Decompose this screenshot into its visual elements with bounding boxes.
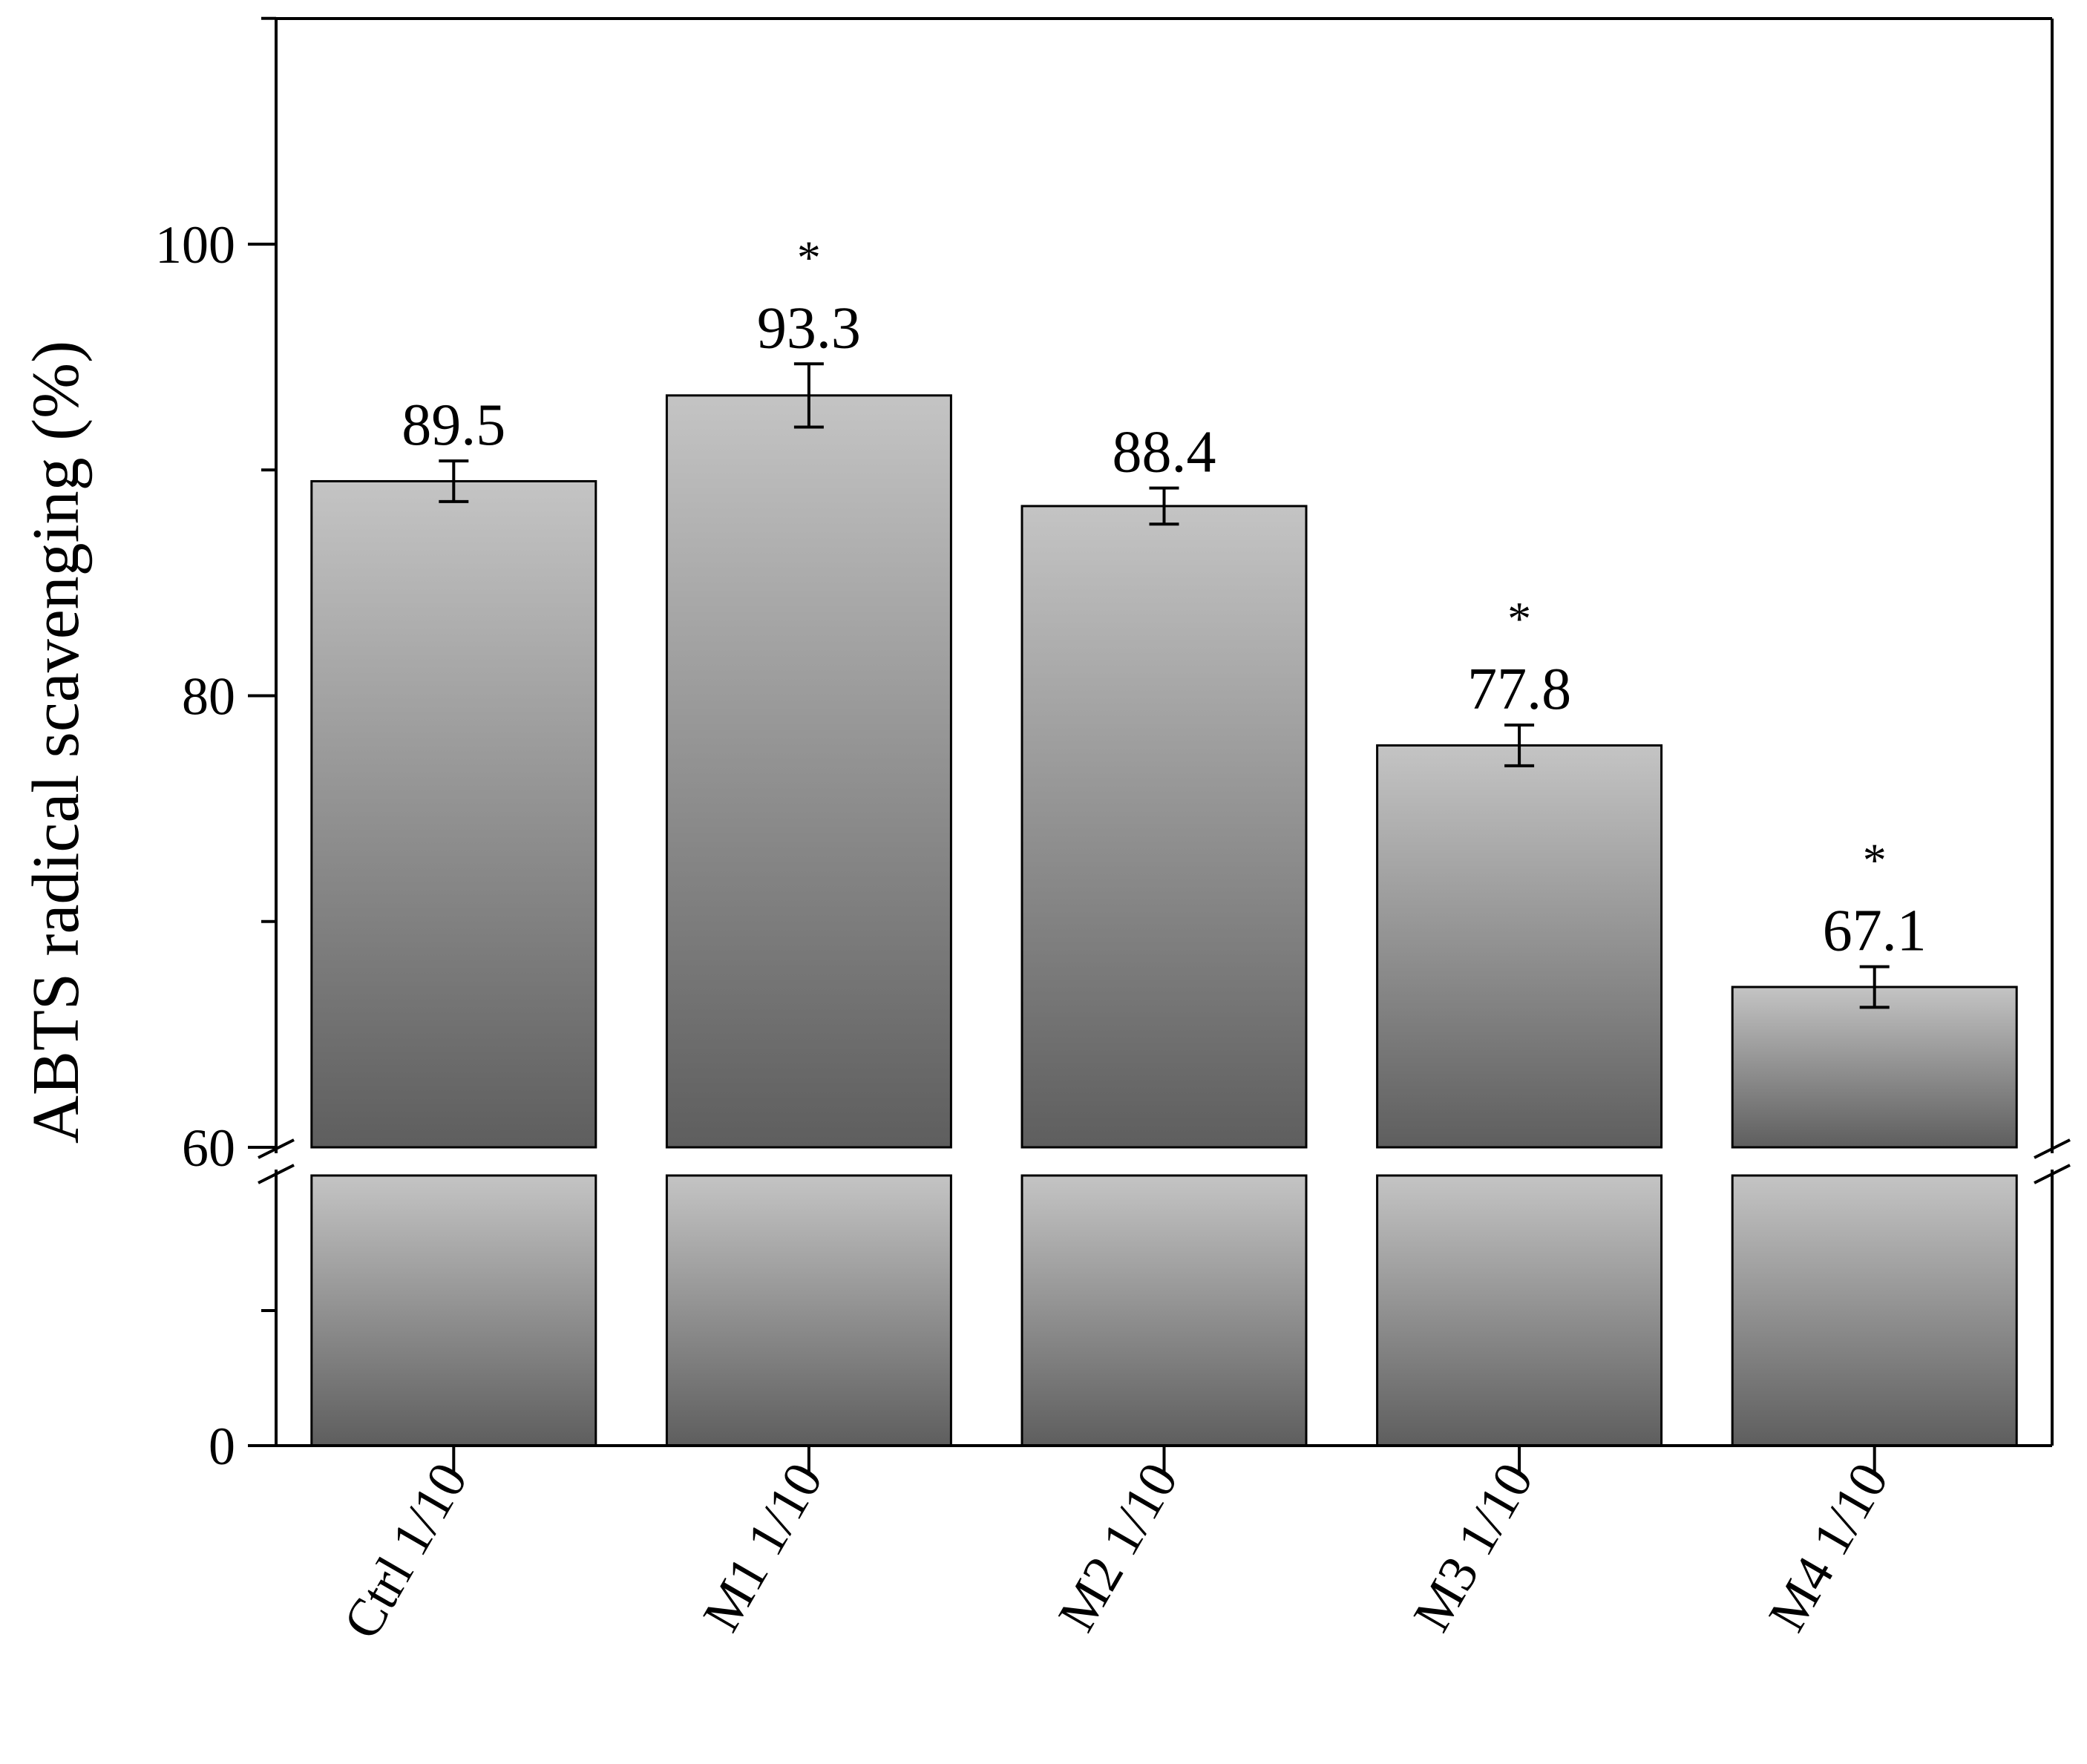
y-tick-label-1: 0 xyxy=(209,1417,235,1476)
plot-frame xyxy=(275,17,2054,1447)
y-tick-label-3: 80 xyxy=(182,667,235,727)
category-label-3: M2 1/10 xyxy=(1046,1453,1189,1641)
bar-upper-1 xyxy=(310,479,597,1149)
significance-marker-4: * xyxy=(1507,592,1531,645)
error-bar-1 xyxy=(439,459,469,503)
value-label-2: 93.3 xyxy=(757,295,861,361)
error-bar-3 xyxy=(1149,486,1179,526)
bar-lower-4 xyxy=(1376,1174,1663,1447)
error-bar-5 xyxy=(1859,965,1890,1009)
y-tick-label-4: 100 xyxy=(155,215,235,275)
category-label-5: M4 1/10 xyxy=(1757,1453,1899,1641)
bar-upper-2 xyxy=(665,394,952,1149)
category-label-4: M3 1/10 xyxy=(1402,1453,1544,1641)
value-label-3: 88.4 xyxy=(1113,420,1216,485)
bar-lower-2 xyxy=(665,1174,952,1447)
value-label-4: 77.8 xyxy=(1467,657,1571,722)
bar-upper-5 xyxy=(1731,986,2018,1149)
bars-layer xyxy=(310,362,2018,1447)
value-label-5: 67.1 xyxy=(1823,899,1927,964)
error-bar-4 xyxy=(1504,724,1535,767)
y-tick-label-2: 60 xyxy=(182,1118,235,1178)
category-label-1: Ctrl 1/10 xyxy=(332,1453,479,1648)
category-label-2: M1 1/10 xyxy=(691,1453,833,1641)
bar-upper-4 xyxy=(1376,744,1663,1149)
bar-lower-3 xyxy=(1020,1174,1308,1447)
bar-lower-1 xyxy=(310,1174,597,1447)
axes-layer xyxy=(248,16,2071,1474)
error-bar-2 xyxy=(793,362,824,429)
significance-marker-2: * xyxy=(797,231,821,283)
bar-upper-3 xyxy=(1020,505,1308,1149)
bar-lower-5 xyxy=(1731,1174,2018,1447)
y-axis-label: ABTS radical scavenging (%) xyxy=(19,341,93,1144)
value-label-1: 89.5 xyxy=(402,393,505,458)
significance-marker-5: * xyxy=(1863,834,1887,887)
